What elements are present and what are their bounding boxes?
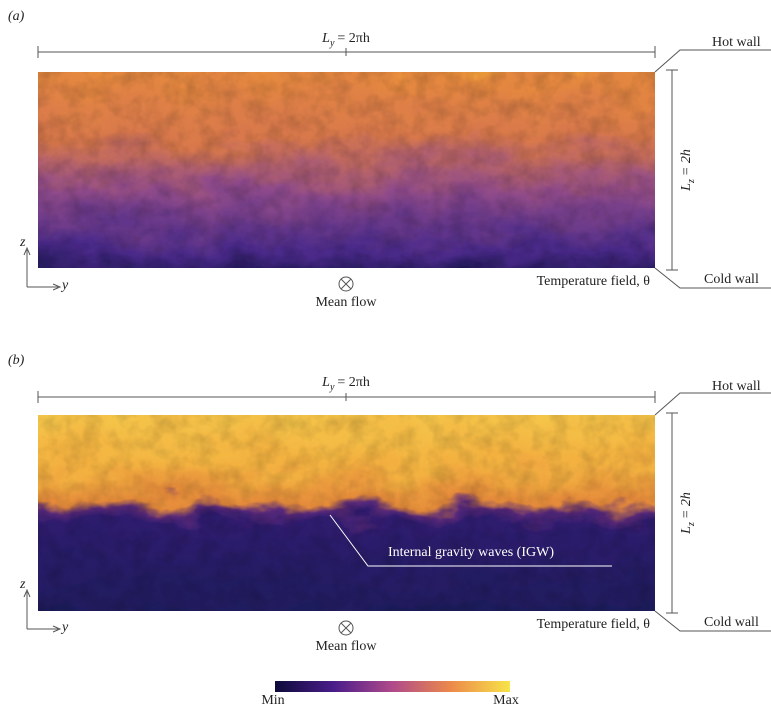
cold-wall: Cold wall <box>704 615 759 630</box>
temperature-field <box>20 398 670 628</box>
panel-b: (b) Ly= 2πh Hot wall Cold wall Lz= 2h In… <box>8 353 771 654</box>
panel-label: (a) <box>8 9 25 24</box>
width-dimension <box>38 46 655 58</box>
mean-flow-label: Mean flow <box>315 295 377 310</box>
axis-y: y <box>60 278 69 293</box>
annotation: Internal gravity waves (IGW) <box>388 545 554 560</box>
height-label: Lz= 2h <box>679 149 697 192</box>
wall-lines <box>655 393 771 631</box>
colorbar: Min Max <box>261 681 519 707</box>
width-label: Ly= 2πh <box>321 31 370 49</box>
cold-wall: Cold wall <box>704 272 759 287</box>
figure: (a) Ly= 2πh Hot wall Cold wall Lz= 2h z … <box>0 0 771 707</box>
panel-label: (b) <box>8 353 25 368</box>
axis-z: z <box>19 235 26 250</box>
axis-y: y <box>60 620 69 635</box>
colorbar-max: Max <box>493 693 519 707</box>
panel-a: (a) Ly= 2πh Hot wall Cold wall Lz= 2h z … <box>8 9 771 310</box>
wall-lines <box>655 50 771 288</box>
axis-z: z <box>19 577 26 592</box>
colorbar-gradient <box>275 681 510 692</box>
mean-flow-label: Mean flow <box>315 639 377 654</box>
mean-flow-symbol <box>339 277 353 291</box>
height-label: Lz= 2h <box>679 492 697 535</box>
hot-wall: Hot wall <box>712 379 761 394</box>
colorbar-min: Min <box>261 693 284 707</box>
width-label: Ly= 2πh <box>321 375 370 393</box>
hot-wall: Hot wall <box>712 35 761 50</box>
mean-flow-symbol <box>339 621 353 635</box>
field-label: Temperature field, θ <box>537 617 651 632</box>
temperature-field <box>20 55 670 285</box>
width-dimension <box>38 391 655 403</box>
field-label: Temperature field, θ <box>537 274 651 289</box>
